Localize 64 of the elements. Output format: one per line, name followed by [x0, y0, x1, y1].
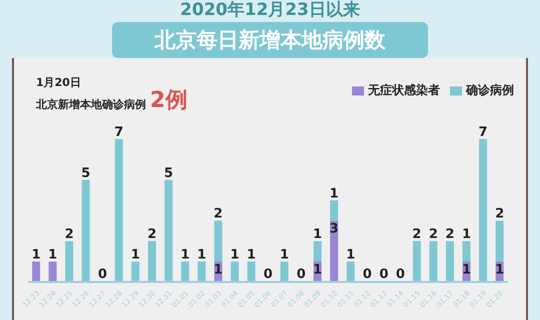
bar — [164, 180, 173, 282]
data-label: 0 — [98, 267, 108, 282]
data-label: 0 — [263, 267, 273, 282]
text: 1月20日 — [36, 76, 81, 89]
bar — [48, 262, 57, 282]
bar — [496, 220, 504, 262]
data-label: 0 — [379, 267, 388, 282]
bar — [330, 200, 338, 221]
text: 2例 — [150, 88, 188, 113]
bar — [247, 262, 256, 282]
bar — [32, 262, 40, 282]
data-label: 1 — [280, 248, 289, 263]
data-label: 1 — [462, 227, 472, 242]
data-label: 2 — [495, 206, 504, 222]
data-label: 1 — [462, 262, 472, 278]
data-label: 5 — [164, 166, 174, 181]
data-label: 7 — [478, 125, 488, 140]
data-label: 1 — [312, 262, 322, 278]
data-label: 2 — [214, 206, 223, 222]
text: 北京新增本地确诊病例 — [36, 98, 146, 112]
bar — [214, 220, 222, 262]
data-label: 7 — [114, 125, 124, 140]
data-label: 5 — [81, 166, 90, 181]
data-label: 1 — [180, 248, 190, 263]
chart-title: 2020年12月23日以来 — [179, 0, 361, 20]
bar — [346, 262, 355, 282]
chart-subtitle: 北京每日新增本地病例数 — [112, 22, 428, 58]
bar — [181, 262, 190, 282]
data-label: 2 — [412, 227, 422, 242]
data-label: 2 — [428, 227, 438, 242]
bar — [479, 139, 488, 282]
bar — [82, 180, 90, 282]
data-label: 1 — [214, 262, 223, 278]
data-label: 1 — [48, 248, 58, 263]
bar — [446, 241, 454, 282]
bar — [429, 241, 438, 282]
data-label: 1 — [197, 248, 206, 263]
bar — [280, 262, 288, 282]
data-label: 1 — [312, 227, 322, 242]
data-label: 1 — [32, 248, 41, 263]
data-label: 1 — [246, 248, 256, 263]
data-label: 0 — [362, 267, 372, 282]
bar — [198, 262, 206, 282]
data-label: 0 — [296, 267, 306, 282]
legend-label: 确诊病例 — [466, 83, 514, 97]
data-label: 1 — [330, 186, 339, 202]
data-label: 1 — [346, 248, 356, 263]
bar — [65, 241, 74, 282]
bar — [314, 241, 322, 262]
data-label: 2 — [147, 227, 157, 242]
bar — [412, 241, 421, 282]
bar — [148, 241, 156, 282]
data-label: 3 — [330, 222, 339, 237]
legend-label: 无症状感染者 — [368, 83, 440, 97]
data-label: 1 — [130, 248, 140, 263]
data-label: 2 — [64, 227, 74, 242]
bar — [230, 262, 239, 282]
data-label: 2 — [445, 227, 454, 242]
data-label: 0 — [396, 267, 405, 282]
bar — [462, 241, 470, 262]
data-label: 1 — [230, 248, 240, 263]
bar — [131, 262, 140, 282]
bar — [114, 139, 123, 282]
data-label: 1 — [495, 262, 504, 278]
